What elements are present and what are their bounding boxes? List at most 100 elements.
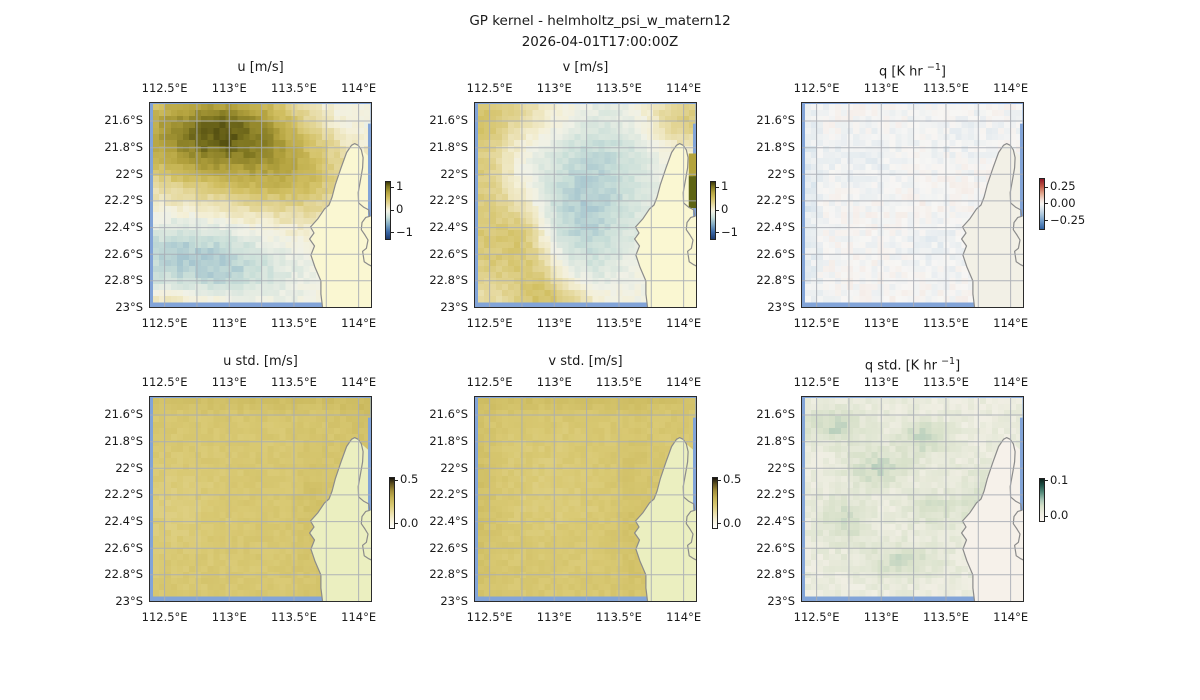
panel-title-text: u [m/s] — [237, 60, 284, 75]
y-tick-label: 22.6°S — [429, 246, 468, 261]
x-tick-label-bottom: 113.5°E — [270, 610, 317, 624]
land-fill — [961, 143, 1024, 308]
x-tick-label-top: 113°E — [863, 375, 899, 389]
colorbar-tick — [717, 523, 721, 525]
colorbar-tick-label: 0.5 — [723, 472, 742, 486]
colorbar-tick-label: 0.0 — [1050, 508, 1069, 523]
x-tick-label-top: 113.5°E — [595, 81, 642, 95]
x-tick-label-top: 113°E — [536, 81, 572, 95]
map-border — [801, 102, 1024, 308]
colorbar-tick — [390, 232, 394, 234]
data-field — [153, 398, 371, 597]
land-fill — [309, 437, 372, 602]
x-tick-label-top: 112.5°E — [141, 81, 188, 95]
land-fill — [634, 437, 697, 602]
y-tick-label: 22.4°S — [756, 220, 795, 235]
panel-title-text: q std. [K hr — [864, 358, 942, 374]
map-v_std — [474, 396, 697, 602]
panel-title-v_std: v std. [m/s] — [474, 352, 697, 372]
y-tick-label: 21.8°S — [756, 434, 795, 449]
x-tick-label-top: 114°E — [993, 81, 1029, 95]
y-tick-label: 22°S — [440, 460, 468, 475]
panel-title-q: q [K hr −1] — [801, 58, 1024, 79]
map-u — [149, 102, 372, 308]
panel-title-text: v std. [m/s] — [548, 354, 623, 369]
y-tick-label: 22.8°S — [756, 273, 795, 288]
x-tick-label-bottom: 113°E — [536, 316, 572, 330]
colorbar-tick — [390, 186, 394, 188]
colorbar-tick — [394, 479, 398, 481]
x-tick-label-top: 112.5°E — [793, 375, 840, 389]
y-tick-label: 22.2°S — [429, 193, 468, 208]
panel-title-u: u [m/s] — [149, 58, 372, 78]
y-tick-label: 21.8°S — [104, 140, 143, 155]
x-tick-label-bottom: 113°E — [863, 316, 899, 330]
panel-title-v: v [m/s] — [474, 58, 697, 78]
y-tick-label: 22.6°S — [756, 540, 795, 555]
y-tick-label: 21.8°S — [429, 140, 468, 155]
colorbar-tick — [1044, 515, 1048, 517]
x-tick-label-bottom: 114°E — [666, 610, 702, 624]
colorbar-tick-label: 0.00 — [1050, 195, 1076, 210]
y-tick-label: 22.8°S — [756, 567, 795, 582]
data-overlay — [688, 153, 697, 177]
y-tick-label: 21.8°S — [429, 434, 468, 449]
colorbar-tick-label: 1 — [721, 179, 729, 194]
map-border — [474, 396, 697, 602]
x-tick-label-top: 114°E — [666, 81, 702, 95]
x-tick-label-top: 112.5°E — [793, 81, 840, 95]
colorbar-tick — [1044, 220, 1048, 222]
y-tick-label: 22.4°S — [756, 514, 795, 529]
y-tick-label: 22.6°S — [429, 540, 468, 555]
y-tick-label: 22.2°S — [756, 193, 795, 208]
y-tick-label: 22.2°S — [104, 487, 143, 502]
y-tick-label: 22.6°S — [756, 246, 795, 261]
y-tick-label: 23°S — [440, 300, 468, 315]
land-fill — [961, 437, 1024, 602]
y-tick-label: 21.6°S — [104, 113, 143, 128]
colorbar-tick — [717, 479, 721, 481]
y-tick-label: 22.4°S — [429, 220, 468, 235]
x-tick-label-top: 112.5°E — [466, 81, 513, 95]
colorbar-tick-label: 0.0 — [400, 515, 419, 530]
ocean-edge-strip — [367, 417, 372, 511]
map-border — [149, 396, 372, 602]
map-border — [801, 396, 1024, 602]
panel-title-text: u std. [m/s] — [223, 354, 298, 369]
colorbar-tick-label: 0.0 — [723, 515, 742, 530]
x-tick-label-bottom: 112.5°E — [466, 610, 513, 624]
data-field — [478, 104, 696, 303]
y-tick-label: 23°S — [767, 594, 795, 609]
y-tick-label: 23°S — [115, 594, 143, 609]
panel-title-q_std: q std. [K hr −1] — [801, 352, 1024, 374]
y-tick-label: 22.2°S — [104, 193, 143, 208]
y-tick-label: 22.4°S — [104, 514, 143, 529]
x-tick-label-bottom: 112.5°E — [141, 316, 188, 330]
panel-title-sup: −1 — [941, 356, 956, 367]
x-tick-label-bottom: 112.5°E — [793, 316, 840, 330]
y-tick-label: 21.6°S — [104, 407, 143, 422]
y-tick-label: 22.4°S — [429, 514, 468, 529]
panel-title-text: v [m/s] — [562, 60, 609, 75]
colorbar-tick — [1044, 203, 1048, 205]
x-tick-label-top: 114°E — [666, 375, 702, 389]
colorbar-tick-label: 0.5 — [400, 472, 419, 486]
ocean-edge-strip — [367, 123, 372, 217]
x-tick-label-top: 113°E — [211, 375, 247, 389]
colorbar-tick — [1044, 480, 1048, 482]
colorbar-tick-label: −0.25 — [1050, 212, 1086, 227]
x-tick-label-bottom: 113°E — [536, 610, 572, 624]
x-tick-label-top: 112.5°E — [141, 375, 188, 389]
colorbar-tick-label: −1 — [396, 224, 413, 239]
colorbar-tick-label: 0 — [721, 202, 729, 216]
x-tick-label-bottom: 112.5°E — [793, 610, 840, 624]
map-q — [801, 102, 1024, 308]
x-tick-label-bottom: 113°E — [211, 610, 247, 624]
colorbar-q_std — [1039, 478, 1045, 522]
y-tick-label: 22.6°S — [104, 540, 143, 555]
panel-title-sup: −1 — [926, 62, 941, 73]
ocean-edge-strip — [1019, 123, 1024, 217]
x-tick-label-top: 113.5°E — [270, 81, 317, 95]
y-tick-label: 22.8°S — [429, 273, 468, 288]
